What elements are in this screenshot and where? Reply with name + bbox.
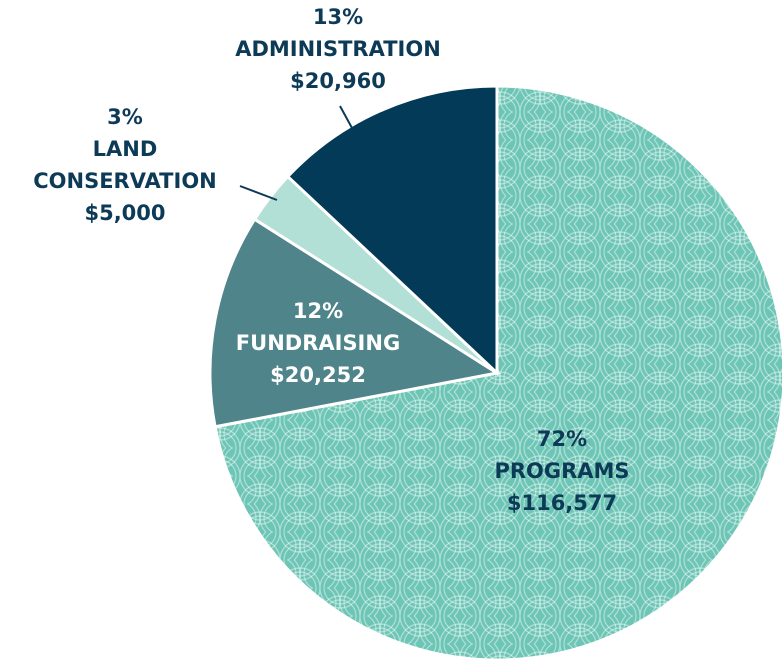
- category-label: ADMINISTRATION: [235, 37, 441, 61]
- value-label: 12%: [293, 299, 343, 323]
- pie-slice: [208, 217, 502, 429]
- slice-label: 12% FUNDRAISING $20,252: [236, 299, 400, 387]
- pie-slice: [285, 84, 499, 377]
- category-label: LAND: [93, 137, 158, 161]
- amount-label: $20,252: [270, 363, 366, 387]
- value-label: 72%: [537, 427, 587, 451]
- slice-label: 13% ADMINISTRATION $20,960: [235, 5, 441, 93]
- leader-line: [239, 185, 278, 201]
- value-label: 3%: [107, 105, 143, 129]
- category-label: FUNDRAISING: [236, 331, 400, 355]
- slice-label: 3% LAND CONSERVATION $5,000: [33, 105, 217, 225]
- value-label: 13%: [313, 5, 363, 29]
- amount-label: $5,000: [84, 201, 165, 225]
- leader-line: [339, 105, 353, 129]
- amount-label: $116,577: [507, 491, 617, 515]
- slice-label: 72% PROGRAMS $116,577: [494, 427, 629, 515]
- category-label: PROGRAMS: [494, 459, 629, 483]
- amount-label: $20,960: [290, 69, 386, 93]
- category-label: CONSERVATION: [33, 169, 217, 193]
